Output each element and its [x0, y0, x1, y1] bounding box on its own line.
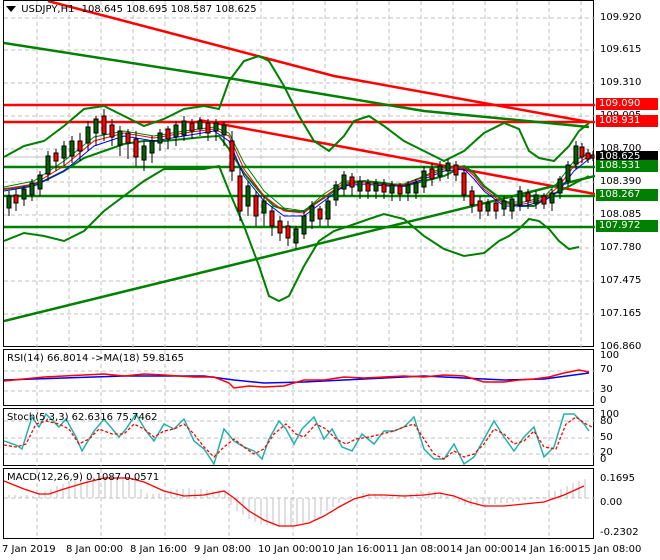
stoch-canvas: [4, 409, 595, 467]
support-tag: 107.972: [596, 220, 658, 232]
stoch-tick: 80: [600, 416, 613, 427]
price-tick: 107.165: [600, 308, 642, 319]
collapse-triangle-icon[interactable]: [6, 6, 16, 12]
time-tick: 7 Jan 2019: [2, 544, 56, 555]
symbol-legend: USDJPY,H1 108.645 108.695 108.587 108.62…: [6, 4, 257, 15]
price-tick: 109.310: [600, 77, 642, 88]
symbol-label: USDJPY,H1: [21, 4, 75, 15]
price-chart-canvas: [4, 1, 595, 348]
macd-tick: 0.00: [600, 497, 623, 508]
stoch-tick: 50: [600, 432, 613, 443]
time-tick: 11 Jan 08:00: [386, 544, 450, 555]
rsi-panel[interactable]: RSI(14) 66.8014 ->MA(18) 59.8165: [3, 349, 595, 407]
resistance-tag: 108.931: [596, 115, 658, 127]
price-tick: 108.390: [600, 176, 642, 187]
price-tick: 108.085: [600, 209, 642, 220]
support-tag: 108.267: [596, 189, 658, 201]
support-tag: 108.531: [596, 160, 658, 172]
price-tick: 108.700: [600, 143, 642, 154]
time-tick: 15 Jan 08:00: [578, 544, 642, 555]
time-tick: 9 Jan 08:00: [194, 544, 251, 555]
macd-histogram: [8, 477, 586, 527]
time-tick: 8 Jan 00:00: [66, 544, 123, 555]
time-tick: 14 Jan 00:00: [450, 544, 514, 555]
rsi-legend: RSI(14) 66.8014 ->MA(18) 59.8165: [7, 353, 184, 364]
main-chart-panel[interactable]: USDJPY,H1 108.645 108.695 108.587 108.62…: [3, 0, 595, 348]
rsi-tick: 70: [600, 364, 613, 375]
macd-tick: 0.1695: [600, 473, 635, 484]
rsi-tick: 0: [600, 395, 607, 406]
time-tick: 10 Jan 00:00: [258, 544, 322, 555]
ohlc-values: 108.645 108.695 108.587 108.625: [81, 4, 257, 15]
rsi-tick: 100: [600, 350, 620, 361]
macd-legend: MACD(12,26,9) 0.1087 0.0571: [7, 472, 160, 483]
price-tick: 109.920: [600, 12, 642, 23]
rsi-tick: 30: [600, 384, 613, 395]
price-tick: 107.780: [600, 242, 642, 253]
macd-canvas: [4, 469, 595, 540]
macd-panel[interactable]: MACD(12,26,9) 0.1087 0.0571: [3, 468, 595, 540]
macd-tick: -0.2302: [600, 527, 639, 538]
price-tick: 107.475: [600, 275, 642, 286]
time-tick: 8 Jan 16:00: [130, 544, 187, 555]
candles: [6, 109, 595, 249]
resistance-tag: 109.090: [596, 98, 658, 110]
stoch-tick: 0: [600, 454, 607, 465]
stoch-tick: 100: [600, 409, 620, 420]
price-tick: 109.615: [600, 44, 642, 55]
price-tick: 106.860: [600, 341, 642, 352]
rsi-canvas: [4, 350, 595, 407]
stochastic-panel[interactable]: Stoch(5,3,3) 62.6316 75.7462: [3, 408, 595, 467]
stoch-tick: 20: [600, 447, 613, 458]
stoch-legend: Stoch(5,3,3) 62.6316 75.7462: [7, 412, 158, 423]
time-tick: 14 Jan 16:00: [514, 544, 578, 555]
time-tick: 10 Jan 16:00: [322, 544, 386, 555]
